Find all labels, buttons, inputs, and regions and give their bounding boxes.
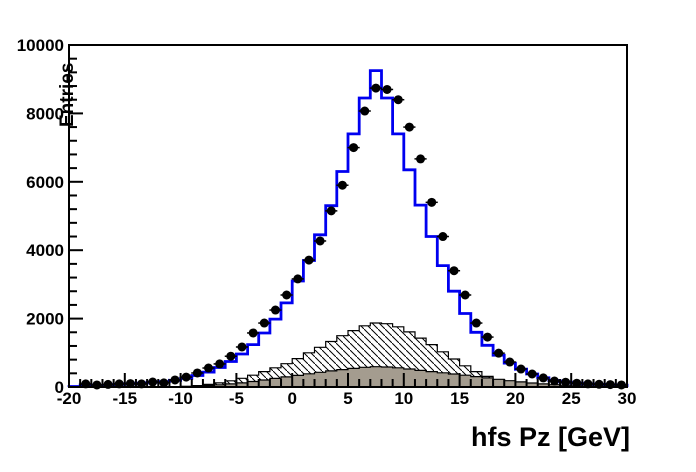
data-point-marker [125,379,135,389]
data-point-marker [561,377,571,387]
data-point-marker [259,318,269,328]
data-point-marker [494,348,504,358]
data-point-marker [81,379,91,389]
y-tick-label: 0 [55,378,64,397]
data-point-marker [237,342,247,352]
data-point-marker [393,95,403,105]
data-point-marker [616,380,626,390]
x-tick-label: -20 [57,389,82,408]
data-point-marker [103,379,113,389]
data-point-marker [505,357,515,367]
data-point-marker [215,359,225,369]
x-tick-label: -10 [168,389,193,408]
data-point-marker [270,305,280,315]
data-point-marker [326,206,336,216]
data-point-marker [527,369,537,379]
x-tick-label: 0 [287,389,296,408]
data-point-marker [416,154,426,164]
y-tick-label: 6000 [26,173,64,192]
y-tick-label: 8000 [26,104,64,123]
data-point-marker [583,379,593,389]
data-point-marker [538,373,548,383]
data-point-marker [304,255,314,265]
data-point-marker [248,328,258,338]
data-point-marker [471,318,481,328]
data-point-marker [114,379,124,389]
data-point-marker [181,372,191,382]
data-point-marker [204,363,213,373]
data-point-marker [360,106,370,116]
data-point-marker [148,377,158,387]
x-tick-label: 25 [562,389,581,408]
x-tick-label: 5 [343,389,352,408]
data-point-marker [549,376,559,386]
x-tick-label: 15 [450,389,469,408]
y-tick-label: 10000 [17,36,64,55]
y-tick-label: 4000 [26,241,64,260]
data-point-marker [483,332,492,342]
data-point-marker [460,290,470,300]
y-tick-label: 2000 [26,310,64,329]
data-point-marker [349,143,359,153]
data-point-marker [605,380,615,390]
data-point-marker [137,379,147,389]
x-tick-label: -15 [113,389,138,408]
data-point-marker [337,180,347,190]
data-point-marker [159,378,169,388]
data-point-marker [427,197,437,207]
x-tick-label: 10 [394,389,413,408]
data-point-marker [382,84,392,94]
data-point-marker [572,378,582,388]
data-point-marker [92,380,102,390]
x-axis-title: hfs Pz [GeV] [470,422,630,452]
x-tick-label: -5 [229,389,244,408]
data-point-marker [438,232,448,242]
data-point-marker [293,274,303,284]
x-tick-label: 30 [618,389,637,408]
data-points-group [79,83,628,390]
data-point-marker [594,379,604,389]
data-point-marker [315,236,325,246]
data-point-marker [282,290,292,300]
data-point-marker [192,368,202,378]
data-point-marker [404,122,414,132]
data-point-marker [449,266,459,276]
data-point-marker [516,364,526,374]
data-point-marker [371,83,381,93]
data-point-marker [226,351,236,361]
y-axis-title: Entries [57,62,78,127]
x-tick-label: 20 [506,389,525,408]
data-point-marker [170,375,180,385]
